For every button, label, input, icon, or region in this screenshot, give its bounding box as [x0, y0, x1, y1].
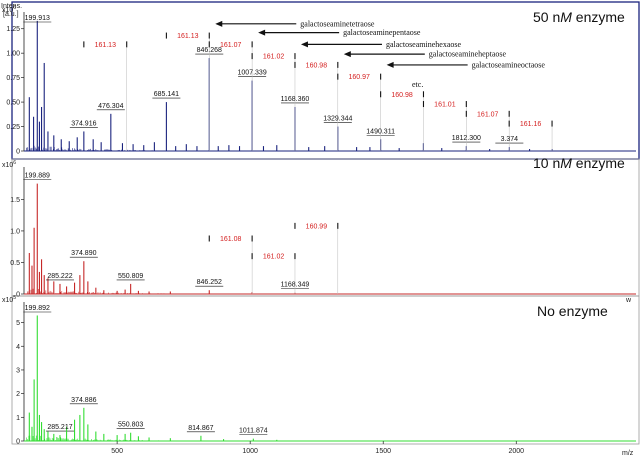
- panel-10nM-diff-label: 160.99: [306, 223, 328, 230]
- panel-no-enzyme-peak-label: 285.217: [47, 424, 72, 431]
- panel-no-enzyme-y-exponent: x105: [2, 295, 16, 304]
- panel-50nM-y-tick-label: 0.25: [6, 124, 20, 131]
- panel-10nM-title-unit: M: [560, 155, 572, 171]
- panel-no-enzyme-peak-label: 199.892: [25, 305, 50, 312]
- panel-no-enzyme-title: No enzyme: [537, 303, 608, 319]
- panel-50nM-peak-label: 1490.311: [366, 128, 395, 135]
- panel-50nM-y-exponent-power: 6: [13, 5, 16, 11]
- panel-50nM-annotation-arrow-head: [215, 20, 223, 27]
- panel-10nM-y-tick-label: 0: [16, 292, 20, 299]
- panel-50nM-title: 50 nM enzyme: [533, 9, 625, 25]
- panel-50nM-annotation-label: galactoseamineoctaose: [472, 60, 546, 69]
- panel-50nM-annotation-label: galactoseaminetetraose: [300, 19, 375, 28]
- panel-50nM-peak-label: 1329.344: [323, 116, 352, 123]
- panel-50nM-annotation-label: galactoseamineheptaose: [429, 50, 507, 59]
- panel-50nM-y-exponent: x106: [2, 5, 16, 14]
- panel-no-enzyme-plot: [21, 302, 636, 444]
- panel-no-enzyme-y-exponent-power: 5: [13, 295, 16, 301]
- panel-50nM-diff-label: 161.02: [263, 54, 285, 61]
- panel-10nM-peak-label: 1168.349: [281, 282, 310, 289]
- panel-10nM-y-tick-label: 1.0: [10, 228, 20, 235]
- panel-no-enzyme-y-tick-label: 1: [16, 415, 20, 422]
- panel-no-enzyme-peak-label: 374.886: [71, 397, 96, 404]
- panel-50nM-y-tick-label: 0: [16, 149, 20, 156]
- panel-50nM-title-prefix: 50 n: [533, 9, 560, 25]
- panel-50nM-peak-label: 476.304: [98, 103, 123, 110]
- panel-50nM-peak-label: 199.913: [25, 15, 50, 22]
- panel-10nM-y-exponent: x106: [2, 160, 16, 169]
- panel-no-enzyme-y-tick-label: 4: [16, 344, 20, 351]
- panel-50nM-peak-label: 1812.300: [452, 135, 481, 142]
- x-tick-label: 1000: [242, 448, 258, 455]
- panel-50nM-title-suffix: enzyme: [572, 9, 625, 25]
- panel-50nM-peak-label: 1007.339: [238, 70, 267, 77]
- panel-50nM-annotation-arrow-head: [386, 61, 394, 68]
- panel-no-enzyme-y-tick-label: 3: [16, 367, 20, 374]
- panel-50nM-diff-label: 160.98: [306, 62, 328, 69]
- panel-50nM-annotation-arrow-head: [300, 41, 308, 48]
- panel-no-enzyme-peak-label: 550.803: [118, 422, 143, 429]
- panel-10nM-peak-label: 550.809: [118, 273, 143, 280]
- y-axis-label-units: [a.u.]: [3, 11, 19, 18]
- panel-no-enzyme-y-tick-label: 2: [16, 391, 20, 398]
- panel-50nM-y-tick-label: 0.75: [6, 75, 20, 82]
- panel-10nM-title: 10 nM enzyme: [533, 155, 625, 171]
- panel-10nM-diff-label: 161.08: [220, 236, 242, 243]
- panel-10nM-y-tick-label: 1.5: [10, 197, 20, 204]
- panel-10nM-peak-label: 374.890: [71, 250, 96, 257]
- panel-50nM-y-tick-label: 0.50: [6, 100, 20, 107]
- panel-50nM-title-unit: M: [560, 9, 572, 25]
- panel-50nM-y-tick-label: 1.25: [6, 26, 20, 33]
- panel-50nM-diff-label: 161.01: [434, 102, 456, 109]
- panel-50nM-annotation-label: galactoseaminehexaose: [386, 40, 462, 49]
- panel-50nM-diff-label: 161.07: [220, 42, 242, 49]
- panel-50nM-annotation-arrow-head: [258, 29, 266, 36]
- panel-10nM-plot: [21, 167, 636, 295]
- panel-50nM-peak-label: 3.374: [501, 136, 519, 143]
- panel-no-enzyme-y-tick-label: 5: [16, 320, 20, 327]
- panel-50nM-peak-label: 374.916: [71, 120, 96, 127]
- panel-50nM-plot: [21, 12, 636, 152]
- panel-no-enzyme-corner-mark: w: [625, 297, 632, 304]
- panel-no-enzyme-y-tick-label: 0: [16, 439, 20, 446]
- panel-50nM-diff-label: 160.97: [349, 74, 371, 81]
- panel-50nM-peak-label: 846.268: [197, 47, 222, 54]
- panel-no-enzyme-peak-label: 1011.874: [239, 428, 268, 435]
- panel-50nM-diff-label: 161.13: [177, 33, 199, 40]
- panel-50nM-y-tick-label: 1.00: [6, 51, 20, 58]
- panel-no-enzyme-peak-label: 814.867: [188, 425, 213, 432]
- panel-10nM-y-exponent-power: 6: [13, 160, 16, 166]
- x-tick-label: 2000: [508, 448, 524, 455]
- etc-annotation: etc.: [412, 80, 423, 89]
- panel-50nM-diff-label: 161.13: [95, 42, 117, 49]
- panel-50nM-diff-label: 160.98: [391, 92, 413, 99]
- y-axis-label-intens: Intens.: [1, 3, 22, 10]
- panel-10nM-title-suffix: enzyme: [572, 155, 625, 171]
- panel-no-enzyme-frame: [11, 295, 640, 445]
- panel-10nM-peak-label: 846.252: [197, 279, 222, 286]
- panel-50nM-peak-label: 685.141: [154, 91, 179, 98]
- panel-10nM-y-tick-label: 0.5: [10, 260, 20, 267]
- panel-50nM-peak-label: 1168.360: [281, 96, 310, 103]
- panel-10nM-title-prefix: 10 n: [533, 155, 560, 171]
- x-axis-label: m/z: [622, 450, 634, 457]
- panel-10nM-diff-label: 161.02: [263, 254, 285, 261]
- x-tick-label: 1500: [375, 448, 391, 455]
- panel-50nM-diff-label: 161.16: [520, 121, 542, 128]
- panel-10nM-peak-label: 285.222: [47, 273, 72, 280]
- x-tick-label: 500: [111, 448, 123, 455]
- panel-50nM-diff-label: 161.07: [477, 111, 499, 118]
- panel-50nM-annotation-arrow-head: [343, 51, 351, 58]
- panel-50nM-annotation-label: galactoseaminepentaose: [343, 28, 421, 37]
- panel-10nM-peak-label: 199.889: [25, 173, 50, 180]
